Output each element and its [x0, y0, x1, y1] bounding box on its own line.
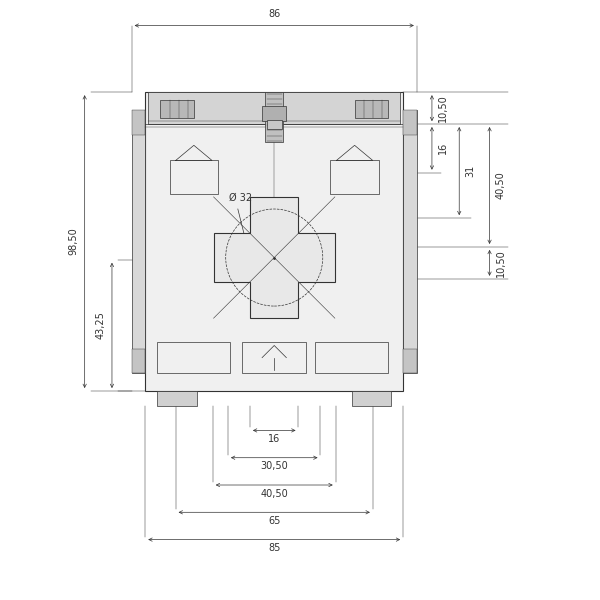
Bar	[262, 106, 286, 121]
Bar	[170, 160, 218, 194]
Text: 16: 16	[438, 142, 448, 154]
Bar	[160, 100, 194, 118]
Bar	[157, 391, 197, 406]
Bar	[403, 110, 417, 135]
Bar	[355, 100, 388, 118]
Text: S₁: S₁	[189, 172, 199, 182]
Bar	[131, 110, 145, 373]
Bar	[131, 110, 145, 135]
Text: 43,25: 43,25	[96, 311, 106, 340]
Polygon shape	[214, 197, 335, 318]
Bar	[403, 349, 417, 373]
Text: 16: 16	[268, 434, 280, 444]
Text: 10,50: 10,50	[438, 94, 448, 122]
Bar	[265, 92, 283, 142]
Text: 10,50: 10,50	[496, 249, 506, 277]
Bar	[242, 343, 306, 373]
Text: Made in Europe: Made in Europe	[327, 349, 376, 354]
Bar	[266, 119, 282, 128]
Text: 40,50: 40,50	[496, 172, 506, 199]
Bar	[145, 92, 403, 391]
Text: 40,50: 40,50	[260, 488, 288, 499]
Text: Ø 32: Ø 32	[229, 193, 252, 203]
Text: 98,50: 98,50	[68, 228, 79, 256]
Bar	[352, 391, 391, 406]
Text: 85: 85	[268, 543, 280, 553]
Text: 65: 65	[268, 516, 280, 526]
Text: 86: 86	[268, 10, 280, 19]
Text: CE  P₁: CE P₁	[182, 353, 205, 362]
Text: 30,50: 30,50	[260, 461, 288, 472]
Text: 31: 31	[465, 165, 475, 177]
Text: S₂: S₂	[350, 172, 359, 182]
Bar	[131, 349, 145, 373]
Text: VDE 0414 IEC 60044-1: VDE 0414 IEC 60044-1	[320, 361, 383, 366]
Bar	[148, 92, 400, 124]
Bar	[157, 343, 230, 373]
Bar	[315, 343, 388, 373]
Bar	[403, 110, 417, 373]
Bar	[331, 160, 379, 194]
